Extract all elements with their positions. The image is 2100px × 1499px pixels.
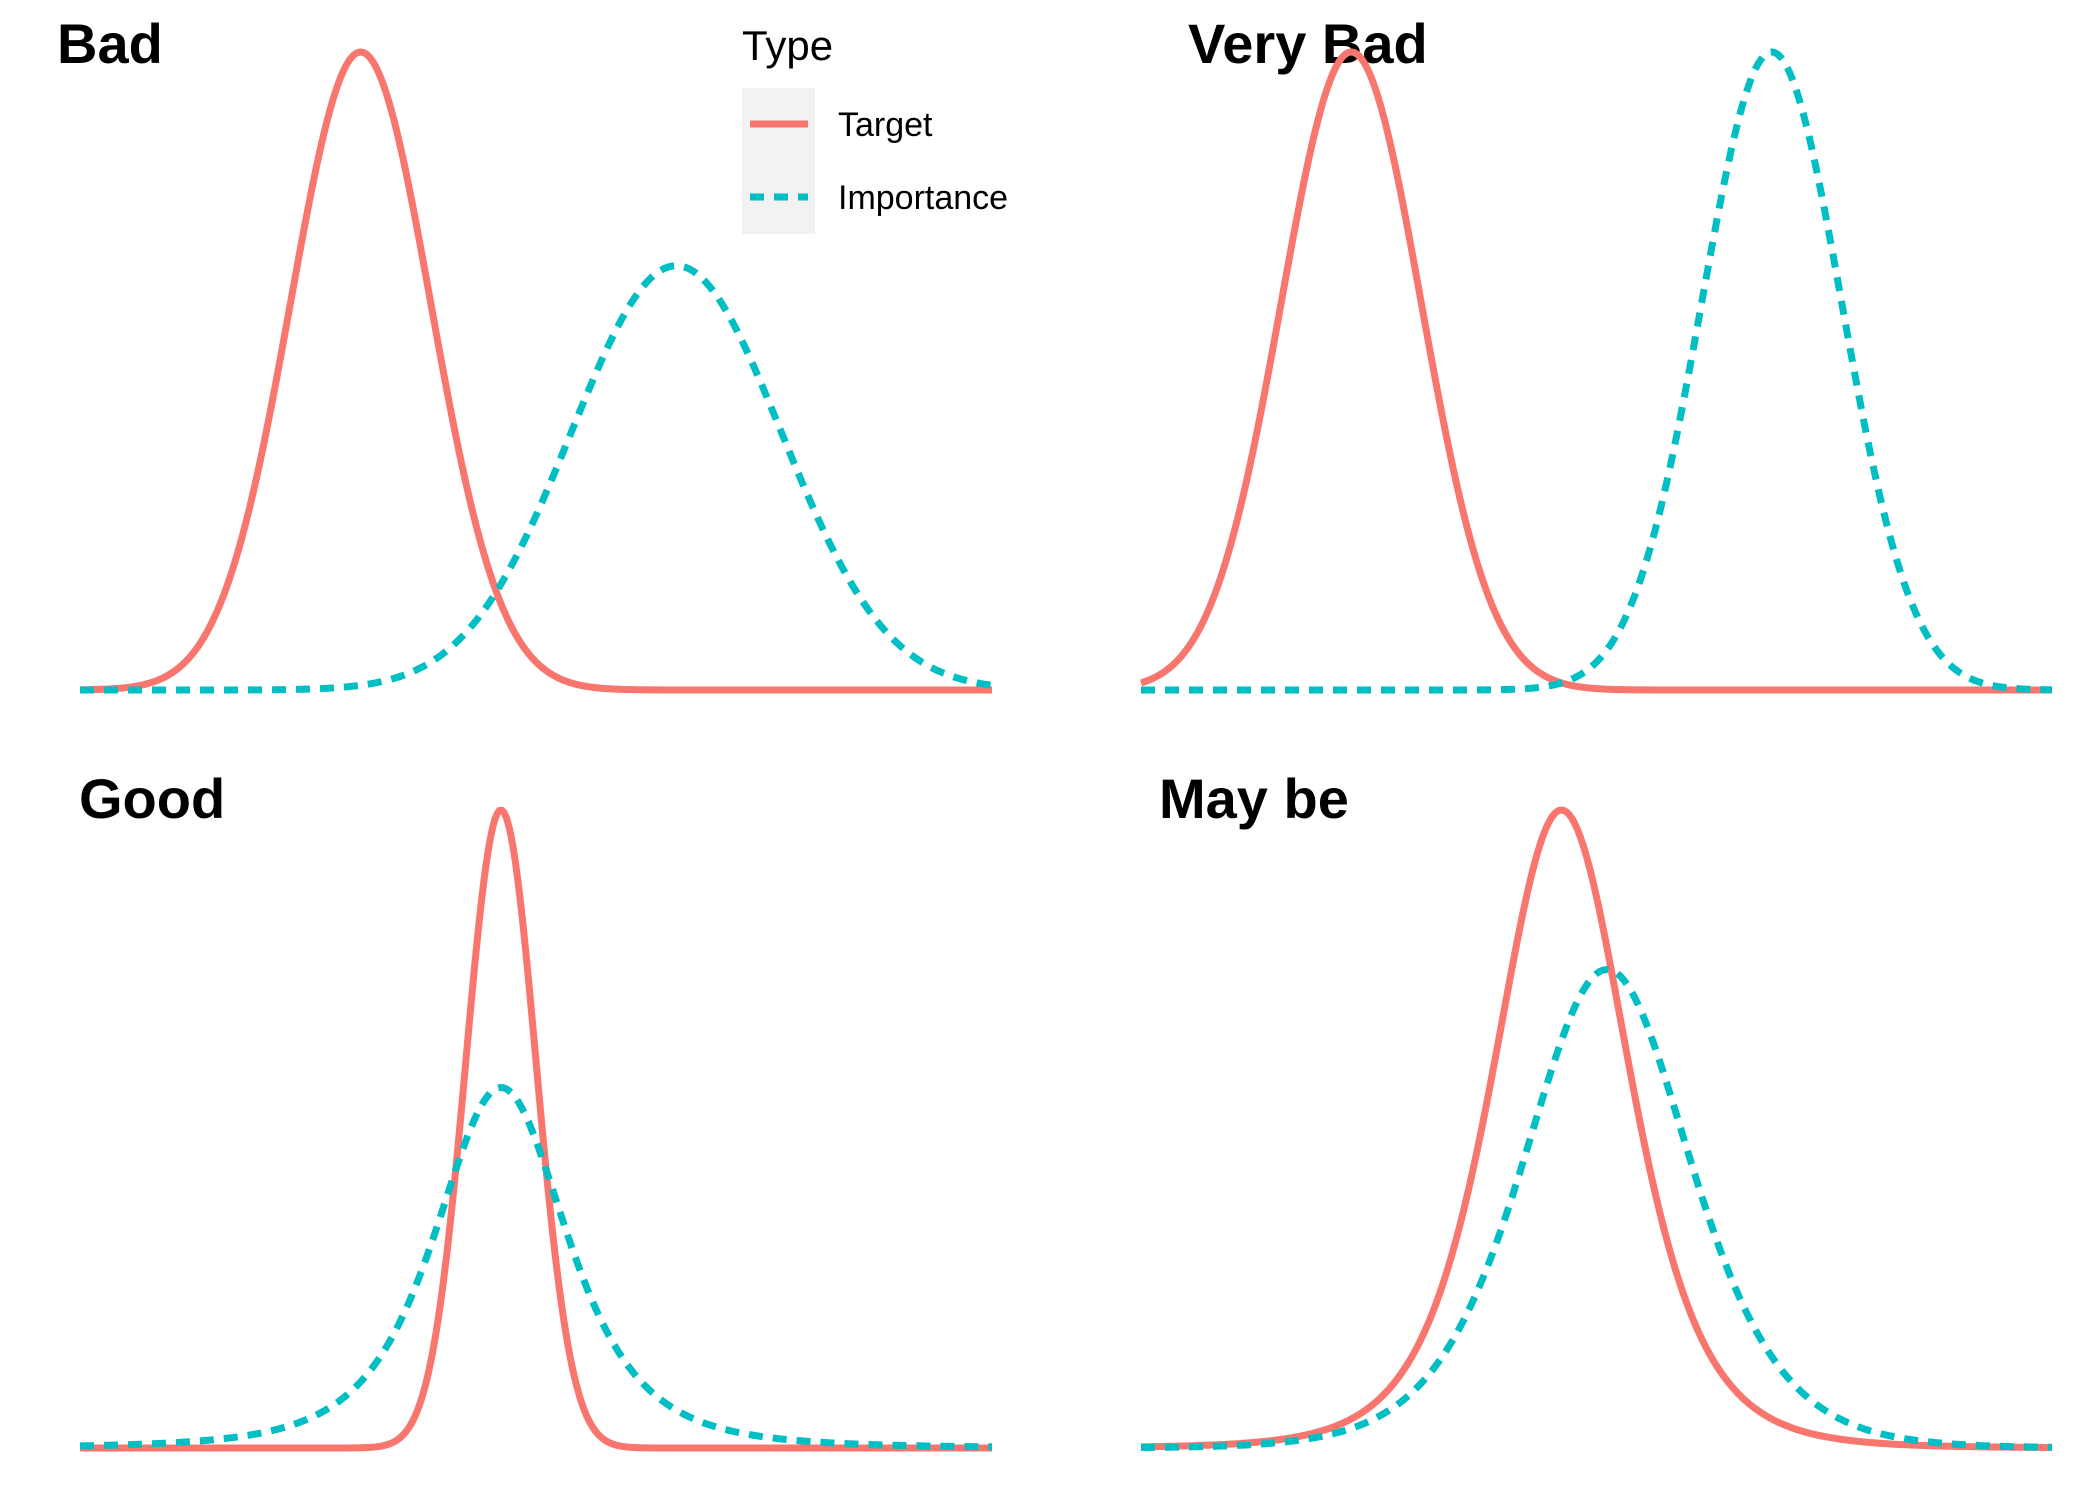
series-line-target-bad [78,48,994,694]
legend: Type Target Importance [742,22,1008,234]
panel-bad: Bad [57,12,994,694]
series-line-importance-good [78,1084,994,1451]
panel-very-bad: Very Bad [1139,12,2054,694]
series-line-importance-may-be [1139,966,2054,1452]
panel-good: Good [78,767,994,1452]
legend-key-background [742,88,815,234]
panel-title-bad: Bad [57,12,163,75]
series-line-target-good [78,806,994,1452]
series-line-importance-very-bad [1139,48,2054,694]
series-line-importance-bad [78,262,994,694]
panel-title-good: Good [79,767,225,830]
legend-title: Type [742,22,833,69]
legend-label-importance: Importance [838,179,1008,217]
panel-title-may-be: May be [1159,767,1349,830]
legend-label-target: Target [838,106,933,144]
panel-may-be: May be [1139,767,2054,1452]
panel-title-very-bad: Very Bad [1188,12,1428,75]
series-line-target-very-bad [1139,48,2054,694]
